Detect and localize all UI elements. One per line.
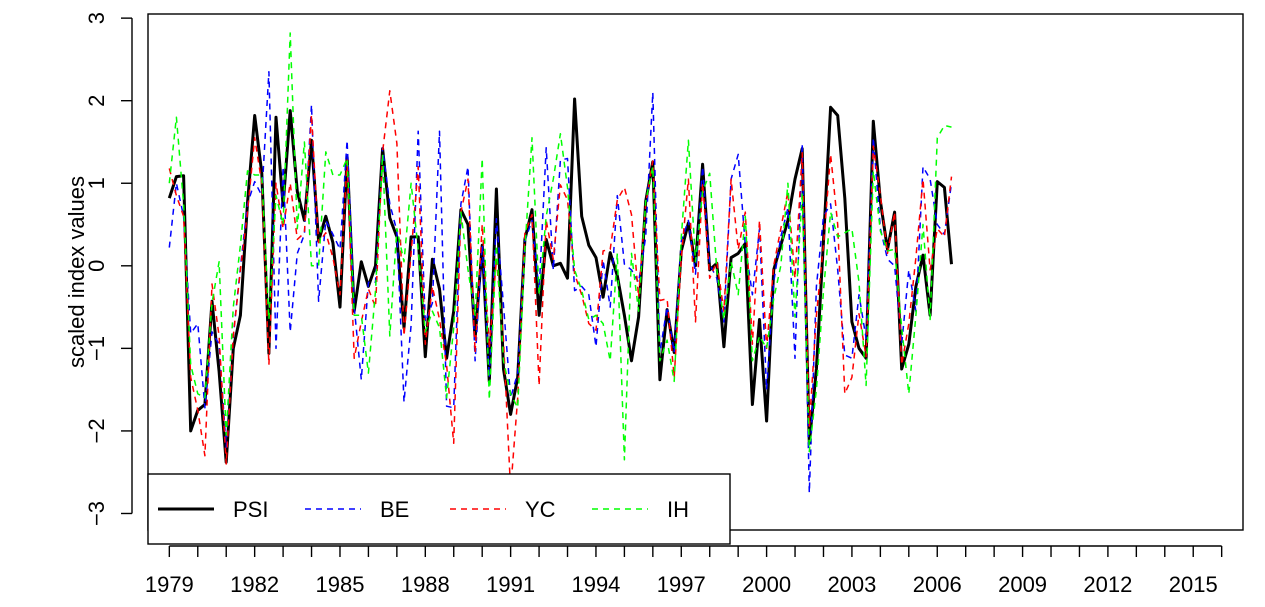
x-tick-label: 1982 [230, 572, 279, 597]
series-layer [167, 32, 953, 494]
y-axis: −3 −2 −1 0 1 2 3 [84, 12, 133, 526]
x-tick-label: 1985 [316, 572, 365, 597]
x-tick-label: 2000 [742, 572, 791, 597]
x-tick-label: 1994 [571, 572, 620, 597]
x-tick-label: 2015 [1169, 572, 1218, 597]
y-tick-label: 3 [84, 12, 109, 24]
series-line-ih [168, 32, 952, 461]
x-tick-label: 1991 [486, 572, 535, 597]
x-tick-label: 1997 [657, 572, 706, 597]
y-tick-label: 1 [84, 177, 109, 189]
x-tick-label: 1979 [145, 572, 194, 597]
x-tick-label: 2009 [998, 572, 1047, 597]
legend-label-be: BE [380, 497, 409, 522]
y-axis-label: scaled index values [64, 176, 89, 368]
legend: PSI BE YC IH [147, 473, 731, 545]
series-line-psi [167, 97, 953, 464]
y-tick-label: −1 [84, 336, 109, 361]
series-line-yc [168, 90, 953, 492]
x-tick-label: 2012 [1083, 572, 1132, 597]
legend-box [147, 473, 731, 545]
legend-label-yc: YC [525, 497, 556, 522]
y-tick-label: −2 [84, 418, 109, 443]
x-tick-label: 2003 [827, 572, 876, 597]
x-tick-label: 1988 [401, 572, 450, 597]
legend-label-ih: IH [667, 497, 689, 522]
legend-label-psi: PSI [233, 497, 268, 522]
y-tick-label: 2 [84, 95, 109, 107]
x-tick-label: 2006 [913, 572, 962, 597]
y-tick-label: 0 [84, 260, 109, 272]
legend-items: PSI BE YC IH [158, 497, 689, 522]
y-tick-label: −3 [84, 501, 109, 526]
x-axis: 1979 1982 1985 1988 1991 1994 1997 2000 2003 2006… [145, 545, 1223, 597]
